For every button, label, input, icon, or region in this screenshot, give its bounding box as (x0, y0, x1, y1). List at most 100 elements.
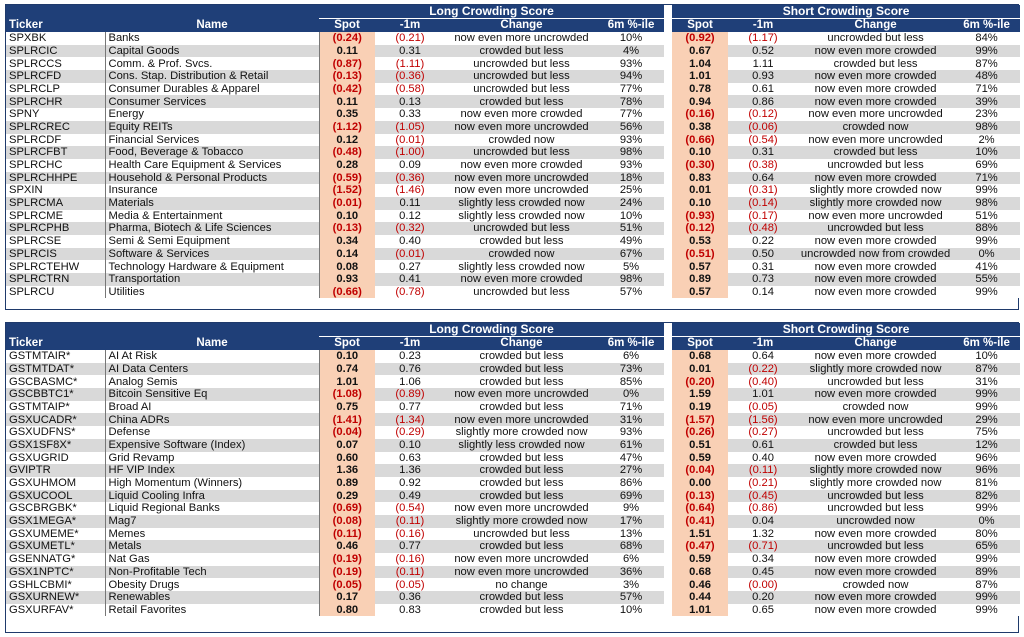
group-gap (664, 5, 673, 19)
short-pctile-cell: 99% (953, 553, 1021, 566)
long-pctile-cell: 94% (598, 70, 665, 83)
table-row: SPLRCIC Capital Goods 0.11 0.31 crowded but … (6, 44, 1021, 58)
short-1m-cell: (0.17) (728, 209, 799, 223)
col-short-change: Change (798, 336, 954, 350)
table-row: SPLRCFBT Food, Beverage & Tobacco (0.48) (1… (6, 146, 1021, 159)
name-cell: AI Data Centers (105, 362, 320, 376)
gap-cell (664, 235, 673, 248)
short-1m-cell: 0.61 (728, 438, 799, 452)
short-1m-cell: (0.45) (728, 489, 799, 503)
table-row: GVIPTR HF VIP Index 1.36 1.36 crowded but le… (6, 464, 1021, 477)
table-row: SPLRCPHB Pharma, Biotech & Life Sciences(… (6, 222, 1021, 235)
long-spot-cell: 0.14 (319, 247, 375, 261)
group-gap (664, 323, 673, 337)
long-pctile-cell: 27% (598, 464, 665, 477)
long-1m-cell: (0.16) (375, 553, 445, 566)
long-change-cell: now even more uncrowded (445, 120, 598, 134)
long-pctile-cell: 57% (598, 591, 665, 604)
long-change-cell: slightly less crowded now (445, 438, 598, 452)
name-cell: Financial Services (105, 133, 320, 147)
gap-cell (664, 285, 673, 299)
col-short-spot: Spot (672, 18, 729, 32)
short-spot-cell: 0.89 (672, 273, 729, 286)
short-pctile-cell: 99% (953, 388, 1021, 401)
name-cell: Analog Semis (105, 375, 320, 389)
table-row: SPLRCTRN Transportation 0.93 0.41 now even m… (6, 273, 1021, 286)
long-spot-cell: (0.24) (319, 32, 375, 45)
long-spot-cell: (0.19) (319, 553, 375, 566)
short-pctile-cell: 99% (953, 285, 1021, 299)
long-1m-cell: 0.31 (375, 44, 445, 58)
short-change-cell: crowded now (798, 400, 954, 414)
long-spot-cell: 1.01 (319, 375, 375, 389)
name-cell: Consumer Services (105, 95, 320, 109)
col-name: Name (105, 336, 319, 350)
short-spot-cell: (0.16) (672, 108, 729, 121)
name-cell: Transportation (105, 273, 320, 286)
long-change-cell: now even more uncrowded (445, 502, 598, 515)
long-pctile-cell: 85% (598, 375, 665, 389)
short-change-cell: slightly more crowded now (798, 476, 954, 490)
short-pctile-cell: 84% (953, 32, 1021, 45)
long-pctile-cell: 31% (598, 413, 665, 427)
name-cell: Expensive Software (Index) (105, 438, 320, 452)
ticker-cell: GSXUMETL* (6, 540, 106, 553)
gap-cell (664, 209, 673, 223)
short-change-cell: now even more crowded (798, 260, 954, 274)
long-spot-cell: 0.34 (319, 235, 375, 248)
short-1m-cell: 0.31 (728, 260, 799, 274)
ticker-cell: SPLRCFBT (6, 146, 106, 159)
short-change-cell: now even more crowded (798, 388, 954, 401)
gap-cell (664, 603, 673, 617)
short-change-cell: uncrowded but less (798, 426, 954, 439)
long-change-cell: uncrowded but less (445, 285, 598, 299)
long-pctile-cell: 47% (598, 451, 665, 465)
short-spot-cell: 0.01 (672, 184, 729, 197)
short-spot-cell: (0.04) (672, 464, 729, 477)
short-spot-cell: (0.13) (672, 489, 729, 503)
table-row: SPLRCCS Comm. & Prof. Svcs. (0.87) (1.11) un… (6, 57, 1021, 71)
long-pctile-cell: 73% (598, 362, 665, 376)
name-cell: Banks (105, 32, 320, 45)
long-spot-cell: (1.08) (319, 388, 375, 401)
ticker-cell: GSTMTAIP* (6, 400, 106, 414)
ticker-cell: SPLRCCS (6, 57, 106, 71)
gap-cell (664, 120, 673, 134)
short-spot-cell: 1.01 (672, 603, 729, 617)
ticker-cell: SPLRCU (6, 285, 106, 299)
long-change-cell: crowded but less (445, 362, 598, 376)
long-spot-cell: 0.60 (319, 451, 375, 465)
sector-crowding-table: Long Crowding Score Short Crowding Score… (6, 5, 1021, 299)
ticker-cell: GSXUCOOL (6, 489, 106, 503)
short-pctile-cell: 10% (953, 350, 1021, 363)
name-cell: Consumer Durables & Apparel (105, 82, 320, 96)
short-pctile-cell: 75% (953, 426, 1021, 439)
long-1m-cell: 0.92 (375, 476, 445, 490)
table-row: GSXUHMOM High Momentum (Winners) 0.89 0.92 c… (6, 476, 1021, 490)
name-cell: Defense (105, 426, 320, 439)
long-change-cell: slightly more crowded now (445, 426, 598, 439)
short-crowding-header: Short Crowding Score (672, 323, 1021, 337)
ticker-cell: GSXUHMOM (6, 476, 106, 490)
gap-cell (664, 146, 673, 159)
gap-cell (664, 464, 673, 477)
short-1m-cell: (0.31) (728, 184, 799, 197)
long-change-cell: crowded but less (445, 44, 598, 58)
long-1m-cell: 0.36 (375, 591, 445, 604)
ticker-cell: GSXUMEME* (6, 527, 106, 541)
col-name: Name (105, 18, 319, 32)
long-pctile-cell: 49% (598, 235, 665, 248)
short-spot-cell: 0.10 (672, 146, 729, 159)
short-pctile-cell: 81% (953, 476, 1021, 490)
ticker-cell: GSXUGRID (6, 451, 106, 465)
long-pctile-cell: 13% (598, 527, 665, 541)
ticker-cell: GSTMTAIR* (6, 350, 106, 363)
ticker-cell: SPLRCREC (6, 120, 106, 134)
header-spacer (6, 5, 319, 19)
col-short-pctile: 6m %-ile (953, 18, 1021, 32)
long-change-cell: crowded but less (445, 95, 598, 109)
table-row: GSX1MEGA* Mag7 (0.08) (0.11) slightly more c… (6, 514, 1021, 528)
name-cell: Liquid Regional Banks (105, 502, 320, 515)
long-spot-cell: 0.07 (319, 438, 375, 452)
col-long-change: Change (445, 336, 598, 350)
